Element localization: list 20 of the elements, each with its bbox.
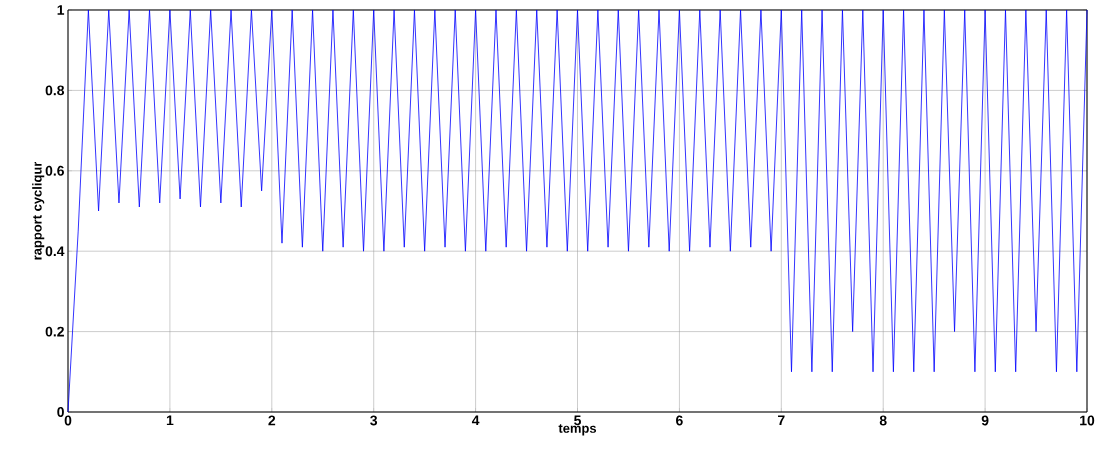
x-tick-label: 10 [1080,415,1095,426]
y-tick-label: 0 [57,407,64,417]
x-axis-title: temps [558,424,597,436]
x-tick-label: 5 [574,415,581,426]
x-tick-label: 3 [370,415,378,426]
x-tick-label: 6 [676,415,683,426]
x-tick-label: 2 [268,415,276,426]
x-tick-label: 4 [471,415,480,426]
y-tick-label: 0.8 [45,85,65,96]
x-tick-label: 9 [981,415,989,426]
x-tick-label: 1 [166,415,174,426]
y-tick-label: 0.2 [45,326,64,337]
x-tick-label: 0 [64,415,72,426]
y-axis-title: rapport cycliqur [32,161,45,260]
x-tick-label: 8 [879,415,887,426]
y-tick-label: 0.6 [45,165,64,176]
line-series [67,9,1088,413]
x-tick-label: 7 [778,415,785,426]
y-tick-label: 1 [57,5,65,15]
y-tick-label: 0.4 [45,246,65,257]
